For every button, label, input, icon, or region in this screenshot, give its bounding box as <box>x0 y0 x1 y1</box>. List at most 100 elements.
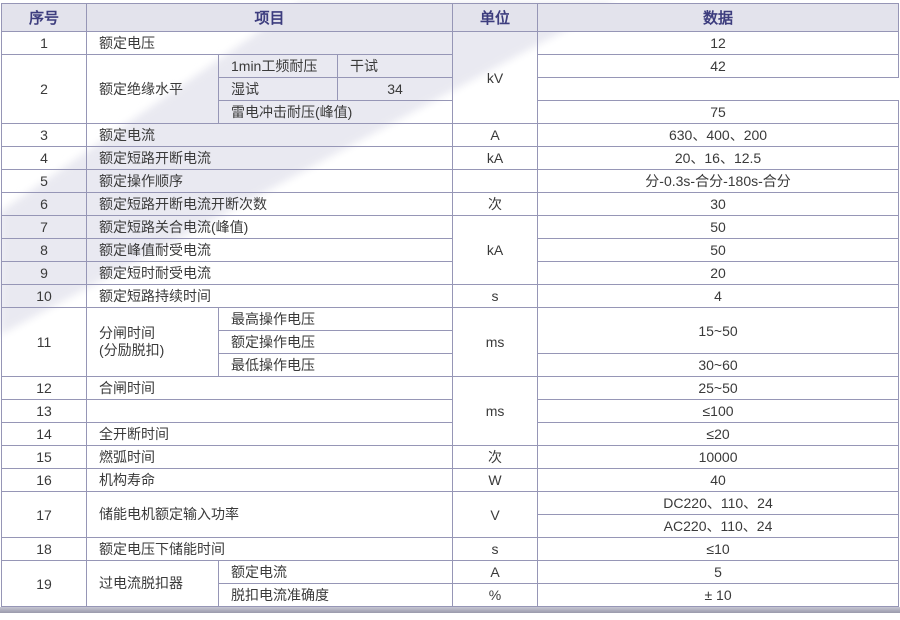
data-cell: ≤20 <box>537 422 900 446</box>
item-cell: 额定电压下储能时间 <box>85 537 454 561</box>
data-cell: ≤10 <box>537 537 900 561</box>
data-cell: 4 <box>537 284 900 308</box>
unit-cell: ms <box>452 376 539 446</box>
table-row: 湿试 34 <box>2 77 899 101</box>
data-cell: 25~50 <box>537 376 900 400</box>
data-cell: 42 <box>537 54 900 78</box>
data-cell: 75 <box>537 100 900 124</box>
data-cell: 15~50 <box>537 307 900 354</box>
data-cell: 20 <box>537 261 900 285</box>
data-cell: 30~60 <box>537 353 900 377</box>
row-no: 11 <box>1 307 87 377</box>
unit-cell: kV <box>452 31 539 124</box>
row-no: 16 <box>1 468 87 492</box>
data-cell: 630、400、200 <box>537 123 900 147</box>
row-no: 7 <box>1 215 87 239</box>
table-row: 6 额定短路开断电流开断次数 次 30 <box>1 192 900 216</box>
item-cell: 额定短路持续时间 <box>85 284 454 308</box>
sub-item-cell: 额定操作电压 <box>217 330 454 354</box>
table-row: 13 ≤100 <box>1 399 900 423</box>
specification-table: 序号 项目 单位 数据 1 额定电压 kV 12 2 额定绝缘水平 1min工频… <box>1 3 900 607</box>
unit-cell: s <box>452 284 539 308</box>
unit-cell: % <box>452 583 539 607</box>
row-no: 12 <box>1 376 87 400</box>
item-cell-empty <box>85 399 454 423</box>
data-cell: DC220、110、24 <box>537 491 900 515</box>
table-row: 脱扣电流准确度 % ± 10 <box>2 583 900 607</box>
unit-cell-empty <box>452 169 539 193</box>
unit-cell: kA <box>452 215 539 285</box>
item-cell: 合闸时间 <box>85 376 454 400</box>
item-cell: 额定短路开断电流 <box>85 146 454 170</box>
data-cell: 30 <box>537 192 900 216</box>
table-row: 5 额定操作顺序 分-0.3s-合分-180s-合分 <box>1 169 900 193</box>
item-cell: 额定绝缘水平 <box>86 54 219 124</box>
table-row: 9 额定短时耐受电流 20 <box>1 261 900 285</box>
sub-item-cell: 雷电冲击耐压(峰值) <box>217 100 454 124</box>
col-header-unit: 单位 <box>452 3 539 32</box>
table-row: 18 额定电压下储能时间 s ≤10 <box>1 537 900 561</box>
table-row: 1 额定电压 kV 12 <box>1 31 900 124</box>
item-cell: 储能电机额定输入功率 <box>85 491 454 538</box>
item-cell: 过电流脱扣器 <box>86 560 219 607</box>
item-cell: 额定短时耐受电流 <box>85 261 454 285</box>
row-no: 10 <box>1 284 87 308</box>
data-cell: 50 <box>537 238 900 262</box>
row-no: 6 <box>1 192 87 216</box>
data-cell: 分-0.3s-合分-180s-合分 <box>537 169 900 193</box>
row-no: 19 <box>1 560 87 607</box>
row-no: 9 <box>1 261 87 285</box>
data-cell: ± 10 <box>537 583 900 607</box>
table-row: 3 额定电流 A 630、400、200 <box>1 123 900 147</box>
bottom-accent-bar <box>0 607 900 613</box>
row-no: 2 <box>1 54 87 124</box>
data-cell: 40 <box>537 468 900 492</box>
table-row: 15 燃弧时间 次 10000 <box>1 445 900 469</box>
row-no: 1 <box>1 31 87 55</box>
table-row: 12 合闸时间 ms 25~50 <box>1 376 900 446</box>
unit-cell: V <box>452 491 539 538</box>
item-cell: 额定短路关合电流(峰值) <box>85 215 454 239</box>
item-cell: 全开断时间 <box>85 422 454 446</box>
table-row: 19 过电流脱扣器 额定电流 A 5 <box>1 560 900 607</box>
data-cell: 12 <box>537 31 900 55</box>
sub-item-cell: 1min工频耐压 <box>218 54 338 78</box>
table-row: 额定操作电压 <box>2 330 899 354</box>
sub-item-cell: 最高操作电压 <box>217 307 454 331</box>
table-row: AC220、110、24 <box>2 514 900 538</box>
table-row: 7 额定短路关合电流(峰值) kA 50 <box>1 215 900 285</box>
unit-cell: kA <box>452 146 539 170</box>
data-cell: 10000 <box>537 445 900 469</box>
row-no: 5 <box>1 169 87 193</box>
unit-cell: W <box>452 468 539 492</box>
row-no: 17 <box>1 491 87 538</box>
sub-item-cell: 脱扣电流准确度 <box>217 583 454 607</box>
item-cell: 额定峰值耐受电流 <box>85 238 454 262</box>
table-row: 10 额定短路持续时间 s 4 <box>1 284 900 308</box>
item-cell: 燃弧时间 <box>85 445 454 469</box>
row-no: 14 <box>1 422 87 446</box>
item-cell: 额定操作顺序 <box>85 169 454 193</box>
table-row: 17 储能电机额定输入功率 V DC220、110、24 <box>1 491 900 538</box>
sub-item-cell: 额定电流 <box>217 560 454 584</box>
unit-cell: s <box>452 537 539 561</box>
table-row: 8 额定峰值耐受电流 50 <box>1 238 900 262</box>
unit-cell: A <box>452 123 539 147</box>
col-header-item: 项目 <box>85 3 454 32</box>
table-row: 11 分闸时间 (分励脱扣) 最高操作电压 ms 15~50 <box>1 307 900 377</box>
row-no: 18 <box>1 537 87 561</box>
row-no: 3 <box>1 123 87 147</box>
row-no: 13 <box>1 399 87 423</box>
col-header-data: 数据 <box>537 3 900 32</box>
table-row: 14 全开断时间 ≤20 <box>1 422 900 446</box>
row-no: 4 <box>1 146 87 170</box>
data-cell: 50 <box>537 215 900 239</box>
table-row: 4 额定短路开断电流 kA 20、16、12.5 <box>1 146 900 170</box>
data-cell: 5 <box>537 560 900 584</box>
row-no: 8 <box>1 238 87 262</box>
table-row: 2 额定绝缘水平 1min工频耐压 干试 42 <box>1 54 900 124</box>
item-cell: 额定电流 <box>85 123 454 147</box>
sub-item-cell: 干试 <box>336 54 454 78</box>
item-cell: 机构寿命 <box>85 468 454 492</box>
